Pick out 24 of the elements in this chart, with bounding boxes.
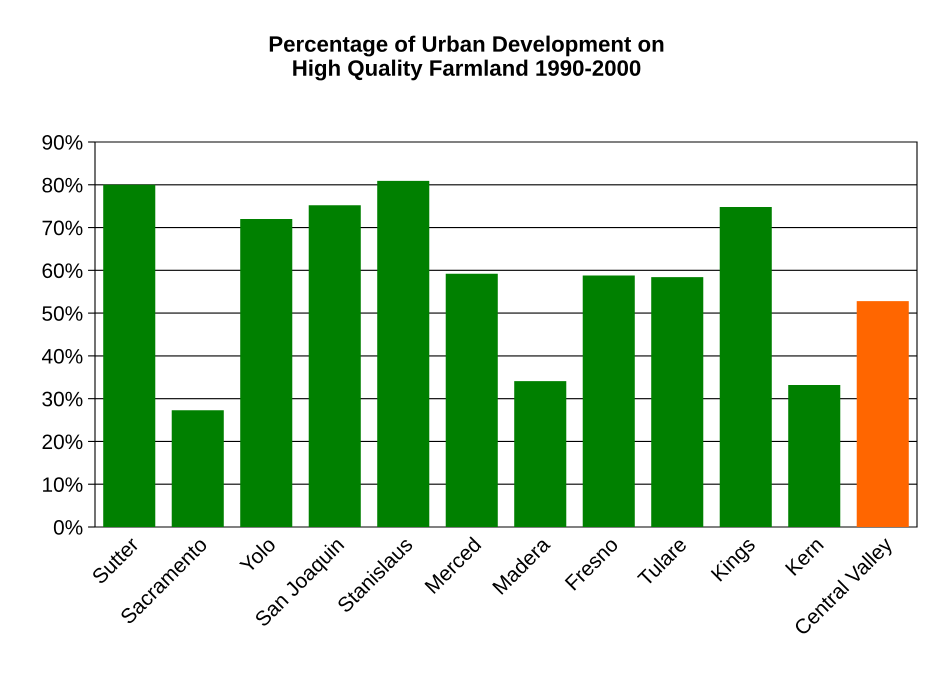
bar [172,410,224,527]
bar [308,205,361,527]
y-tick-label: 60% [42,263,82,278]
y-tick-label: 40% [42,348,82,364]
y-tick-label: 80% [42,178,82,193]
x-tick-label: Yolo [238,536,276,574]
y-tick-label: 90% [42,135,82,150]
y-tick-label: 0% [54,520,82,535]
bar [240,219,292,527]
bar [788,384,840,527]
bar [582,275,635,527]
y-tick-label: 50% [42,306,82,321]
bar [446,274,498,527]
y-tick-label: 10% [43,477,82,492]
bar [856,301,909,527]
bar [377,180,430,527]
y-tick-label: 20% [42,434,82,450]
bar [651,277,704,527]
y-tick-label: 30% [42,392,82,406]
bar [720,207,772,527]
bar [514,381,566,527]
chart-title: Percentage of Urban Development on High Quality Farmland 1990-2000 [270,36,664,80]
bar [103,184,156,527]
y-tick-label: 70% [42,220,82,236]
